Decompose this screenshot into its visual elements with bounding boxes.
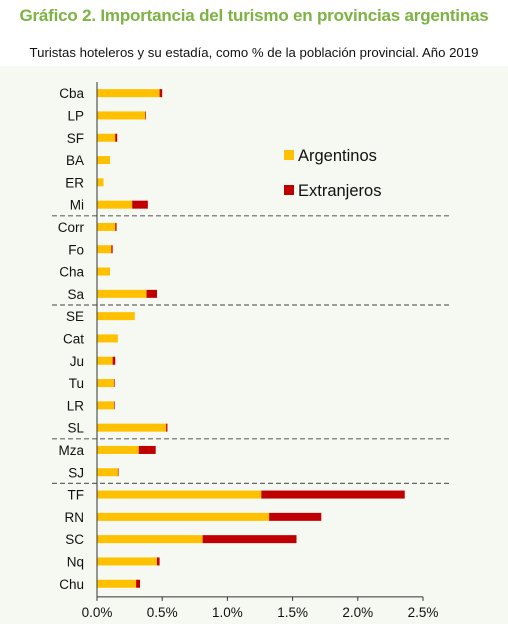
bar-ER-argentinos xyxy=(97,178,104,186)
category-label: Nq xyxy=(67,554,84,569)
bar-Nq-argentinos xyxy=(97,557,157,565)
legend-label: Extranjeros xyxy=(298,182,381,200)
x-tick-label: 2.5% xyxy=(408,605,439,620)
bar-Cat-argentinos xyxy=(97,334,118,342)
category-label: Cba xyxy=(59,86,84,101)
bar-Chu-argentinos xyxy=(97,580,136,588)
category-label: Sa xyxy=(67,287,84,302)
bar-Nq-extranjeros xyxy=(157,557,160,565)
category-label: TF xyxy=(68,488,85,503)
bar-LR-extranjeros xyxy=(114,401,115,409)
bar-SE-argentinos xyxy=(97,312,135,320)
bar-SJ-extranjeros xyxy=(118,468,119,476)
category-label: SE xyxy=(66,309,84,324)
category-label: Tu xyxy=(69,376,84,391)
bar-SL-argentinos xyxy=(97,424,166,432)
bar-SC-extranjeros xyxy=(203,535,297,543)
category-label: SF xyxy=(67,131,84,146)
bar-LP-argentinos xyxy=(97,111,145,119)
x-tick-label: 0.5% xyxy=(147,605,178,620)
category-label: Ju xyxy=(70,354,84,369)
bar-Ju-extranjeros xyxy=(113,357,116,365)
bar-TF-argentinos xyxy=(97,491,261,499)
category-label: SC xyxy=(65,532,84,547)
bar-SJ-argentinos xyxy=(97,468,118,476)
x-tick-label: 1.5% xyxy=(277,605,308,620)
bar-Sa-argentinos xyxy=(97,290,147,298)
legend-swatch xyxy=(284,150,294,160)
category-label: ER xyxy=(65,175,84,190)
bar-Mi-argentinos xyxy=(97,201,132,209)
bar-Fo-extranjeros xyxy=(111,245,112,253)
x-tick-label: 1.0% xyxy=(212,605,243,620)
bar-Tu-extranjeros xyxy=(114,379,115,387)
bar-Cha-argentinos xyxy=(97,268,110,276)
bar-LP-extranjeros xyxy=(145,111,146,119)
bar-SC-argentinos xyxy=(97,535,203,543)
bar-Corr-extranjeros xyxy=(115,223,116,231)
bar-SL-extranjeros xyxy=(166,424,167,432)
category-label: LP xyxy=(67,108,84,123)
x-tick-label: 0.0% xyxy=(82,605,113,620)
bar-Mi-extranjeros xyxy=(132,201,148,209)
legend-label: Argentinos xyxy=(298,147,377,165)
bar-Fo-argentinos xyxy=(97,245,111,253)
category-label: Cat xyxy=(63,331,84,346)
bar-SF-extranjeros xyxy=(115,134,117,142)
bar-Tu-argentinos xyxy=(97,379,114,387)
legend-swatch xyxy=(284,185,294,195)
category-label: RN xyxy=(65,510,85,525)
bar-BA-argentinos xyxy=(97,156,110,164)
bar-Mza-argentinos xyxy=(97,446,139,454)
bar-Cba-argentinos xyxy=(97,89,160,97)
x-tick-label: 2.0% xyxy=(342,605,373,620)
category-label: Fo xyxy=(68,242,84,257)
bar-Ju-argentinos xyxy=(97,357,113,365)
category-label: SL xyxy=(67,421,84,436)
bar-SF-argentinos xyxy=(97,134,115,142)
bar-Corr-argentinos xyxy=(97,223,115,231)
category-label: Mza xyxy=(58,443,84,458)
bar-Mza-extranjeros xyxy=(139,446,156,454)
category-label: LR xyxy=(67,398,85,413)
bar-LR-argentinos xyxy=(97,401,114,409)
category-label: Mi xyxy=(70,198,84,213)
bar-Chu-extranjeros xyxy=(136,580,140,588)
category-label: Corr xyxy=(58,220,85,235)
bar-TF-extranjeros xyxy=(261,491,404,499)
bar-Sa-extranjeros xyxy=(147,290,157,298)
category-label: BA xyxy=(66,153,84,168)
category-label: Cha xyxy=(59,265,84,280)
category-label: Chu xyxy=(59,577,84,592)
bar-RN-argentinos xyxy=(97,513,269,521)
category-label: SJ xyxy=(68,465,84,480)
bar-RN-extranjeros xyxy=(269,513,321,521)
bar-Cba-extranjeros xyxy=(160,89,163,97)
